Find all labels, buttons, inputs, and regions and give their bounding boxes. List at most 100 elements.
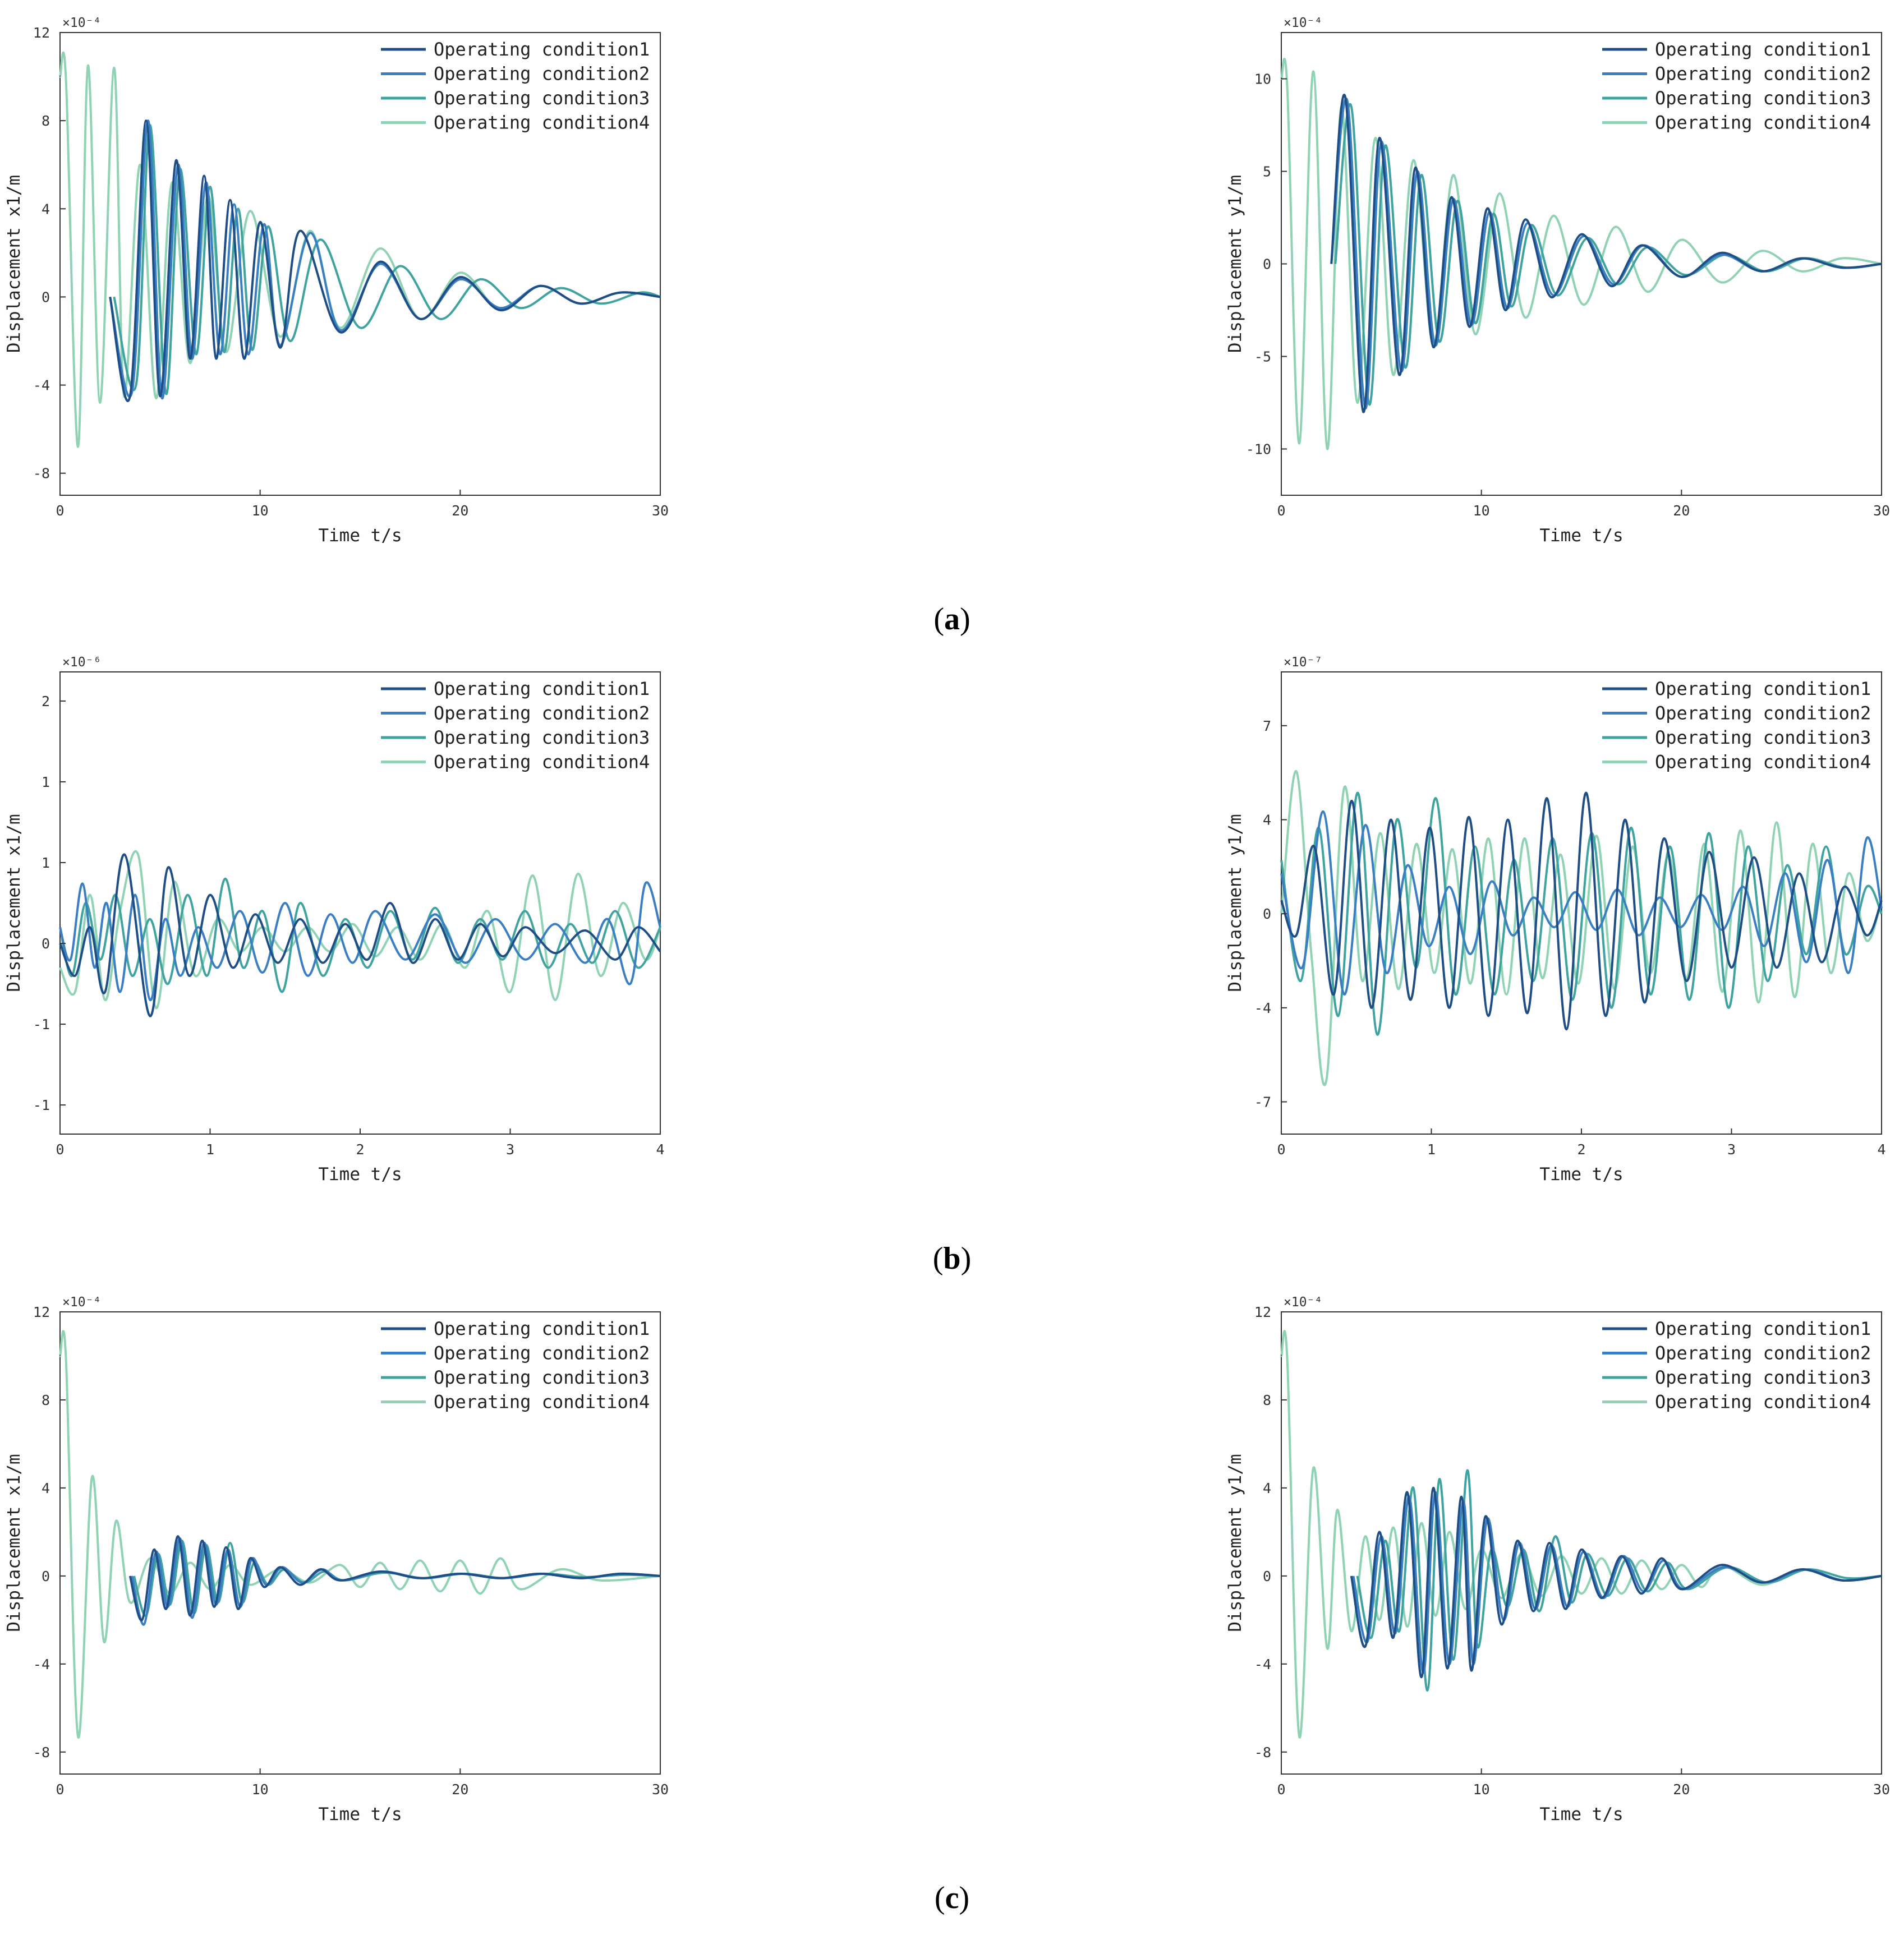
y-tick-label: -5 <box>1254 349 1271 365</box>
y-tick-label: 4 <box>1263 812 1271 828</box>
x-tick-label: 0 <box>56 1141 64 1158</box>
axis-exponent: ×10⁻⁴ <box>1284 16 1322 30</box>
y-tick-label: 4 <box>42 201 50 217</box>
chart-panel-5: 0 10 20 30 -8 -4 0 4 8 12 ×10⁻⁴ Time t/s Displacemen… <box>4 1295 669 1825</box>
series-line <box>1280 791 1883 1031</box>
series-line <box>1280 1330 1882 1739</box>
x-axis-label: Time t/s <box>1539 1164 1623 1185</box>
legend-label: Operating condition1 <box>434 39 650 60</box>
chart-panel-4: 0 1 2 3 4 -7 -4 0 4 7 ×10⁻⁷ Time t/s Displacement y1… <box>1225 655 1886 1185</box>
series-line <box>1280 791 1883 1036</box>
x-tick-label: 30 <box>1873 503 1890 519</box>
y-tick-label: 12 <box>1254 1304 1271 1320</box>
y-axis-label: Displacement x1/m <box>4 814 24 992</box>
x-axis-label: Time t/s <box>1539 526 1623 546</box>
legend: Operating condition1 Operating condition2… <box>1602 1318 1871 1413</box>
svg-text:(b): (b) <box>933 1241 971 1276</box>
series-line <box>109 119 661 402</box>
y-tick-label: 2 <box>42 693 50 710</box>
legend-label: Operating condition3 <box>434 1367 650 1388</box>
y-tick-label: 0 <box>42 936 50 952</box>
x-tick-label: 30 <box>652 503 669 519</box>
y-tick-label: -4 <box>1254 1656 1271 1673</box>
chart-panel-3: 0 1 2 3 4 -1 -1 0 1 1 2 ×10⁻⁶ Time t/s Displacement x… <box>4 655 665 1185</box>
y-tick-label: 12 <box>33 1304 50 1320</box>
chart-panel-2: 0 10 20 30 -10 -5 0 5 10 ×10⁻⁴ Time t/s Displacemen… <box>1225 16 1890 546</box>
legend-label: Operating condition1 <box>1655 678 1871 699</box>
y-tick-label: 1 <box>42 855 50 871</box>
caption-a: (a) <box>933 602 970 637</box>
chart-panel-1: 0 10 20 30 -8 -4 0 4 8 12 ×10⁻⁴ Time t/s Displacemen… <box>4 16 669 546</box>
series-line <box>59 877 661 993</box>
y-tick-label: 8 <box>42 113 50 129</box>
x-axis-label: Time t/s <box>318 1804 402 1825</box>
y-tick-label: 5 <box>1263 164 1271 180</box>
x-axis-label: Time t/s <box>318 1164 402 1185</box>
legend-label: Operating condition2 <box>434 703 650 724</box>
legend-label: Operating condition4 <box>434 752 650 773</box>
series-line <box>1334 103 1882 406</box>
svg-text:(a): (a) <box>933 602 970 637</box>
y-axis-label: Displacement x1/m <box>4 175 24 353</box>
y-axis-label: Displacement y1/m <box>1225 1454 1245 1632</box>
legend-label: Operating condition2 <box>1655 703 1871 724</box>
caption-b: (b) <box>933 1241 971 1276</box>
x-tick-label: 10 <box>1473 503 1490 519</box>
legend: Operating condition1 Operating condition2… <box>381 39 650 133</box>
legend-label: Operating condition1 <box>434 1318 650 1339</box>
y-axis-label: Displacement y1/m <box>1225 814 1245 992</box>
x-tick-label: 10 <box>252 1781 269 1798</box>
x-tick-label: 10 <box>252 503 269 519</box>
y-tick-label: 1 <box>42 774 50 790</box>
axis-exponent: ×10⁻⁶ <box>62 655 101 670</box>
legend-label: Operating condition3 <box>434 727 650 748</box>
plot-frame <box>59 32 661 496</box>
legend: Operating condition1 Operating condition2… <box>381 1318 650 1413</box>
series-line <box>128 1535 661 1621</box>
legend: Operating condition1 Operating condition2… <box>1602 678 1871 773</box>
y-tick-label: -7 <box>1254 1094 1271 1111</box>
axis-exponent: ×10⁻⁴ <box>62 1295 101 1310</box>
series-line <box>1350 1486 1882 1679</box>
legend-label: Operating condition3 <box>1655 87 1871 109</box>
x-tick-label: 20 <box>452 1781 468 1798</box>
series-line <box>109 119 661 400</box>
axis-exponent: ×10⁻⁴ <box>62 16 101 30</box>
legend-label: Operating condition4 <box>1655 112 1871 133</box>
x-tick-label: 0 <box>1277 1141 1285 1158</box>
y-tick-label: 8 <box>42 1392 50 1408</box>
y-tick-label: -10 <box>1246 441 1271 458</box>
y-tick-label: 4 <box>1263 1480 1271 1496</box>
legend-label: Operating condition4 <box>1655 752 1871 773</box>
y-tick-label: -8 <box>33 1744 50 1761</box>
legend-label: Operating condition3 <box>1655 727 1871 748</box>
y-tick-label: 12 <box>33 25 50 41</box>
y-tick-label: 4 <box>42 1480 50 1496</box>
series-line <box>59 1330 661 1739</box>
y-axis-label: Displacement y1/m <box>1225 175 1245 353</box>
series-line <box>59 850 661 1010</box>
series-line <box>1280 810 1883 996</box>
x-tick-label: 1 <box>1427 1141 1436 1158</box>
x-tick-label: 2 <box>1577 1141 1585 1158</box>
series-line <box>113 123 661 395</box>
x-tick-label: 30 <box>1873 1781 1890 1798</box>
legend-label: Operating condition3 <box>1655 1367 1871 1388</box>
axis-exponent: ×10⁻⁷ <box>1284 655 1322 670</box>
y-tick-label: 0 <box>42 1568 50 1584</box>
y-tick-label: 0 <box>1263 1568 1271 1584</box>
x-tick-label: 30 <box>652 1781 669 1798</box>
x-tick-label: 4 <box>1877 1141 1885 1158</box>
y-tick-label: -8 <box>1254 1744 1271 1761</box>
x-tick-label: 20 <box>452 503 468 519</box>
x-axis-label: Time t/s <box>1539 1804 1623 1825</box>
axis-exponent: ×10⁻⁴ <box>1284 1295 1322 1310</box>
legend-label: Operating condition3 <box>434 87 650 109</box>
series-line <box>59 881 661 1001</box>
x-tick-label: 0 <box>56 1781 64 1798</box>
y-tick-label: 8 <box>1263 1392 1271 1408</box>
y-tick-label: -4 <box>33 377 50 394</box>
svg-text:(c): (c) <box>935 1881 969 1915</box>
y-tick-label: -1 <box>33 1097 50 1113</box>
